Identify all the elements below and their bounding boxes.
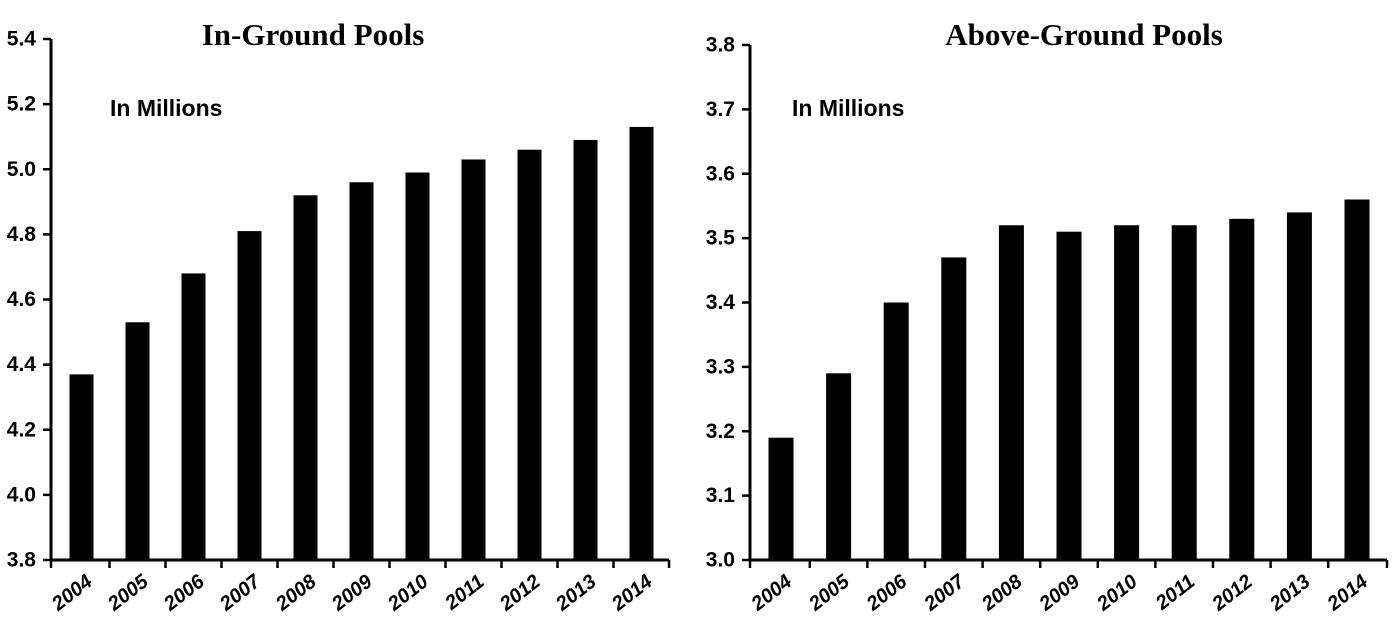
y-axis-tick-label: 5.4 [7,28,37,51]
bar-2014 [629,126,654,560]
x-axis-label-2010: 2010 [383,571,432,616]
y-axis-tick-label: 3.4 [706,291,736,314]
y-axis-tick-label: 3.8 [7,549,37,572]
y-axis-tick-label: 3.0 [706,549,735,572]
x-axis-label-2012: 2012 [1207,571,1256,616]
bar-2007 [237,231,262,560]
y-axis-tick-label: 4.0 [7,483,36,506]
bar-2014 [1344,199,1370,560]
chart-title: In-Ground Pools [201,17,425,52]
units-label: In Millions [110,95,223,121]
x-axis-label-2004: 2004 [47,571,96,616]
bar-2009 [1056,231,1082,560]
x-axis-label-2008: 2008 [977,570,1027,616]
bar-2005 [125,322,150,560]
y-axis-tick-label: 3.5 [706,227,736,250]
x-axis-label-2011: 2011 [440,571,488,615]
y-axis-tick-label: 3.3 [706,355,735,378]
bar-2008 [998,225,1024,560]
bar-2010 [1114,225,1140,560]
x-axis-label-2010: 2010 [1092,571,1141,616]
bar-2012 [517,149,542,560]
bar-2009 [349,182,374,560]
y-axis-tick-label: 4.2 [7,418,36,441]
x-axis-label-2013: 2013 [551,571,600,616]
units-label: In Millions [792,95,905,121]
y-axis-tick-label: 3.1 [706,484,736,507]
chart-title: Above-Ground Pools [945,17,1223,52]
x-axis-label-2013: 2013 [1265,571,1314,616]
bar-2005 [826,373,852,560]
y-axis-tick-label: 3.2 [706,420,735,443]
bar-2006 [181,273,206,560]
x-axis-label-2007: 2007 [919,570,969,616]
y-axis-tick-label: 3.7 [706,98,735,121]
bar-2008 [293,195,318,561]
x-axis-label-2009: 2009 [1035,570,1085,616]
y-axis-tick-label: 4.8 [7,223,37,246]
bar-2004 [69,374,94,560]
x-axis-label-2014: 2014 [1323,571,1372,616]
x-axis-label-2004: 2004 [747,571,796,616]
bar-2007 [941,257,967,560]
x-axis-label-2005: 2005 [103,570,153,616]
y-axis-tick-label: 3.8 [706,34,736,57]
bar-2006 [883,302,909,560]
x-axis-label-2008: 2008 [271,570,321,616]
y-axis-tick-label: 5.2 [7,93,36,116]
bar-2013 [1286,212,1312,560]
x-axis-label-2014: 2014 [607,571,656,616]
in-ground-pools-chart: In-Ground Pools In Millions 3.8 4.0 4.2 4.4… [0,0,697,633]
x-axis-label-2006: 2006 [159,570,209,616]
above-ground-pools-chart: Above-Ground Pools In Millions 3.0 3.1 3.2… [697,0,1395,633]
x-axis-label-2012: 2012 [495,571,544,616]
x-axis-label-2009: 2009 [327,570,377,616]
y-axis-tick-label: 4.4 [7,353,37,376]
bar-2011 [1171,225,1197,560]
y-axis-tick-label: 3.6 [706,162,735,185]
bar-2013 [573,139,598,560]
bar-2011 [461,159,486,560]
x-axis-label-2006: 2006 [862,570,912,616]
bar-2004 [768,437,794,560]
y-axis-tick-label: 4.6 [7,288,36,311]
bar-2012 [1229,218,1255,560]
x-axis-label-2011: 2011 [1151,571,1199,615]
x-axis-label-2005: 2005 [804,570,854,616]
y-axis-tick-label: 5.0 [7,158,36,181]
x-axis-label-2007: 2007 [215,570,265,616]
bar-2010 [405,172,430,560]
